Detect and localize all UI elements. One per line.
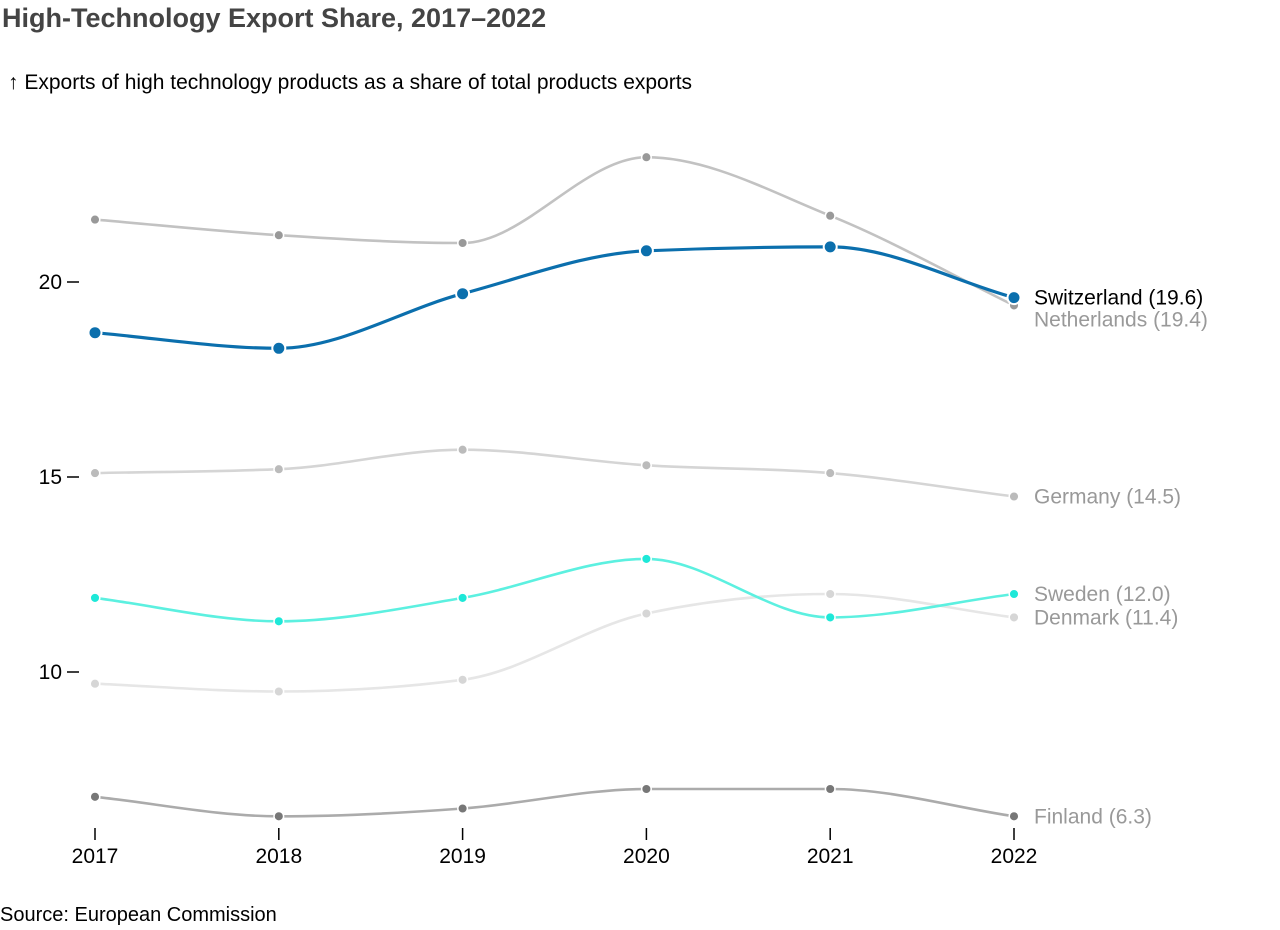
data-point-sweden (89, 592, 101, 604)
data-point-sweden (640, 553, 652, 565)
data-point-sweden (273, 615, 285, 627)
series-line-netherlands (93, 155, 1016, 307)
data-point-netherlands (89, 214, 101, 226)
series-line-finland (93, 787, 1016, 818)
data-point-finland (1008, 810, 1020, 822)
data-point-switzerland (271, 340, 287, 356)
series-line-germany (93, 448, 1016, 498)
series-end-labels: Netherlands (19.4) Germany (14.5) Denmark … (1034, 287, 1208, 829)
x-tick-label: 2020 (623, 845, 670, 868)
data-point-switzerland (1006, 290, 1022, 306)
series-line-sweden (93, 557, 1016, 623)
data-point-switzerland (822, 239, 838, 255)
data-point-denmark (640, 607, 652, 620)
x-axis: 2017 2018 2019 2020 2021 2022 (72, 828, 1038, 868)
up-arrow-icon: ↑ (8, 71, 19, 94)
data-point-germany (1008, 490, 1020, 503)
series-lines (93, 155, 1016, 818)
data-point-sweden (824, 611, 836, 623)
data-point-switzerland (638, 243, 654, 259)
x-tick-label: 2017 (72, 845, 119, 868)
data-point-sweden (457, 592, 469, 604)
data-point-netherlands (640, 151, 652, 163)
series-line-switzerland (93, 245, 1016, 350)
data-point-netherlands (824, 210, 836, 222)
data-point-finland (89, 791, 101, 803)
source-note: Source: European Commission (0, 904, 277, 926)
end-label-netherlands: Netherlands (19.4) (1034, 309, 1208, 332)
series-points (87, 151, 1022, 822)
data-point-denmark (824, 588, 836, 600)
data-point-germany (89, 467, 101, 479)
chart-title: High-Technology Export Share, 2017–2022 (2, 3, 547, 33)
data-point-finland (824, 783, 836, 795)
y-tick-label: 15 (39, 466, 62, 489)
data-point-netherlands (273, 229, 285, 241)
data-point-denmark (89, 678, 101, 690)
x-tick-label: 2018 (255, 845, 302, 868)
series-line-denmark (93, 592, 1016, 693)
y-tick-label: 20 (39, 271, 62, 294)
data-point-finland (457, 802, 469, 815)
end-label-switzerland: Switzerland (19.6) (1034, 287, 1203, 310)
end-label-sweden: Sweden (12.0) (1034, 583, 1171, 606)
data-point-germany (457, 444, 469, 456)
y-axis: 10 15 20 (39, 271, 79, 684)
data-point-germany (640, 459, 652, 471)
data-point-switzerland (455, 286, 471, 302)
end-label-germany: Germany (14.5) (1034, 486, 1181, 509)
data-point-sweden (1008, 588, 1020, 600)
data-point-denmark (1008, 611, 1020, 623)
end-label-finland: Finland (6.3) (1034, 805, 1152, 828)
data-point-denmark (457, 674, 469, 686)
y-tick-label: 10 (39, 661, 62, 684)
data-point-germany (273, 463, 285, 475)
data-point-finland (273, 810, 285, 822)
data-point-germany (824, 467, 836, 479)
chart-subtitle: ↑ Exports of high technology products as… (8, 71, 692, 95)
data-point-denmark (273, 685, 285, 698)
end-label-denmark: Denmark (11.4) (1034, 606, 1178, 629)
x-tick-label: 2021 (807, 845, 854, 868)
data-point-finland (640, 783, 652, 795)
x-tick-label: 2019 (439, 845, 486, 868)
data-point-netherlands (457, 237, 469, 249)
y-axis-description: Exports of high technology products as a… (24, 71, 693, 94)
data-point-switzerland (87, 325, 103, 341)
x-tick-label: 2022 (991, 845, 1038, 868)
